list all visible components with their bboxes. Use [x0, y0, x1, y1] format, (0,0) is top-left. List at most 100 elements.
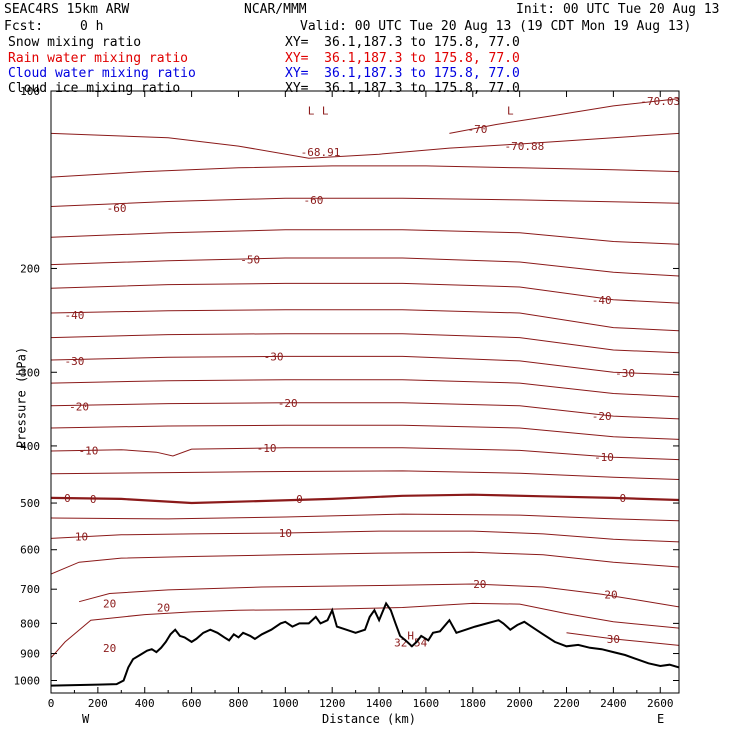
- x-tick-label-1: 200: [88, 697, 108, 710]
- field-snow-name: Snow mixing ratio: [8, 35, 142, 50]
- contour-line-21: [566, 632, 679, 646]
- x-tick-label-13: 2600: [647, 697, 674, 710]
- y-tick-label-8: 900: [20, 648, 40, 661]
- contour-label-12: -20: [69, 401, 89, 414]
- contour-line-9: [51, 355, 679, 376]
- contour-label-0: -70: [468, 123, 488, 136]
- contour-label-19: 0: [90, 493, 97, 506]
- forecast-label: Fcst:: [4, 19, 44, 34]
- contour-label-7: -40: [64, 309, 84, 322]
- contour-line-6: [51, 282, 679, 304]
- contour-label-2: -70.88: [504, 140, 544, 153]
- field-snow-xy: XY= 36.1,187.3 to 175.8, 77.0: [285, 35, 520, 50]
- terrain-layer: [51, 601, 679, 687]
- contour-label-18: 0: [64, 492, 71, 505]
- contour-label-23: 10: [279, 527, 292, 540]
- field-rain-name: Rain water mixing ratio: [8, 51, 189, 66]
- contour-label-29: 30: [607, 633, 620, 646]
- contour-line-0: [449, 98, 679, 134]
- contour-line-7: [51, 309, 679, 332]
- contour-label-1: -70.03: [640, 95, 680, 108]
- contour-label-8: -40: [592, 294, 612, 307]
- contour-line-4: [51, 229, 679, 245]
- contour-label-11: -30: [615, 367, 635, 380]
- contour-line-8: [51, 333, 679, 354]
- contour-label-14: -20: [592, 410, 612, 423]
- contour-label-28: 20: [103, 642, 116, 655]
- x-tick-label-10: 2000: [506, 697, 533, 710]
- contour-label-24: 20: [473, 578, 486, 591]
- contour-label-3: -68.91: [301, 146, 341, 159]
- contour-line-16: [51, 513, 679, 522]
- y-tick-label-4: 500: [20, 497, 40, 510]
- plot-frame: [50, 90, 680, 694]
- x-tick-label-6: 1200: [319, 697, 346, 710]
- field-rain-xy: XY= 36.1,187.3 to 175.8, 77.0: [285, 51, 520, 66]
- x-tick-label-2: 400: [135, 697, 155, 710]
- field-cloud-ice-name: Cloud ice mixing ratio: [8, 81, 181, 96]
- forecast-hour: 0 h: [80, 19, 104, 34]
- contour-line-14: [51, 470, 679, 480]
- field-cloud-ice-xy: XY= 36.1,187.3 to 175.8, 77.0: [285, 81, 520, 96]
- y-tick-label-2: 300: [20, 366, 40, 379]
- x-axis-west-label: W: [82, 712, 90, 726]
- x-tick-label-3: 600: [182, 697, 202, 710]
- contour-line-13: [51, 447, 679, 461]
- contour-line-11: [51, 402, 679, 420]
- x-axis-east-label: E: [657, 712, 665, 726]
- contour-layer: [51, 98, 679, 659]
- contour-line-3: [51, 197, 679, 207]
- init-time: Init: 00 UTC Tue 20 Aug 13: [516, 2, 720, 17]
- contour-label-5: -60: [304, 194, 324, 207]
- contour-line-17: [51, 530, 679, 543]
- contour-line-10: [51, 379, 679, 398]
- y-tick-label-7: 800: [20, 617, 40, 630]
- contour-line-5: [51, 257, 679, 277]
- contour-line-15: [51, 493, 679, 505]
- contour-line-1: [51, 132, 679, 159]
- x-tick-label-7: 1400: [366, 697, 393, 710]
- x-tick-label-5: 1000: [272, 697, 299, 710]
- x-tick-label-9: 1800: [460, 697, 487, 710]
- contour-label-17: -10: [594, 451, 614, 464]
- contour-label-27: 20: [103, 597, 116, 610]
- contour-label-25: 20: [157, 602, 170, 615]
- x-tick-label-0: 0: [48, 697, 55, 710]
- x-tick-label-12: 2400: [600, 697, 627, 710]
- extreme-marker-3: H: [407, 629, 414, 642]
- contour-line-12: [51, 424, 679, 440]
- contour-label-21: 0: [619, 492, 626, 505]
- field-cloud-water-name: Cloud water mixing ratio: [8, 66, 196, 81]
- contour-label-26: 20: [604, 588, 617, 601]
- contour-label-10: -30: [264, 350, 284, 363]
- x-tick-label-8: 1600: [413, 697, 440, 710]
- model-title: SEAC4RS 15km ARW: [4, 2, 130, 17]
- valid-time: Valid: 00 UTC Tue 20 Aug 13 (19 CDT Mon …: [300, 19, 692, 34]
- extreme-marker-1: L: [322, 105, 329, 118]
- x-axis-label: Distance (km): [322, 712, 416, 726]
- contour-line-18: [51, 551, 679, 575]
- contour-line-19: [78, 583, 679, 608]
- contour-label-layer: -70 -70.03 -70.88 -68.91 -60 -60 -50 -40 -40 -30 -…: [64, 95, 680, 655]
- x-tick-label-4: 800: [229, 697, 249, 710]
- org-label: NCAR/MMM: [244, 2, 307, 17]
- contour-line-2: [51, 165, 679, 178]
- extreme-marker-4: 32.54: [394, 636, 427, 649]
- axes-layer: 0 200 400 600 800 1000 1200 1400 1600 1800 2000 220…: [14, 85, 679, 710]
- extreme-marker-2: L: [507, 105, 514, 118]
- contour-label-20: 0: [296, 493, 303, 506]
- y-tick-label-5: 600: [20, 544, 40, 557]
- contour-label-22: 10: [75, 531, 88, 544]
- field-cloud-water-xy: XY= 36.1,187.3 to 175.8, 77.0: [285, 66, 520, 81]
- contour-label-6: -50: [240, 253, 260, 266]
- contour-line-20: [51, 602, 679, 659]
- y-tick-label-9: 1000: [14, 675, 41, 688]
- contour-label-4: -60: [107, 202, 127, 215]
- y-tick-label-0: 100: [20, 85, 40, 98]
- x-tick-label-11: 2200: [553, 697, 580, 710]
- y-axis-label: Pressure (hPa): [14, 346, 29, 449]
- extreme-marker-0: L: [308, 105, 315, 118]
- contour-label-16: -10: [257, 442, 277, 455]
- contour-label-9: -30: [64, 355, 84, 368]
